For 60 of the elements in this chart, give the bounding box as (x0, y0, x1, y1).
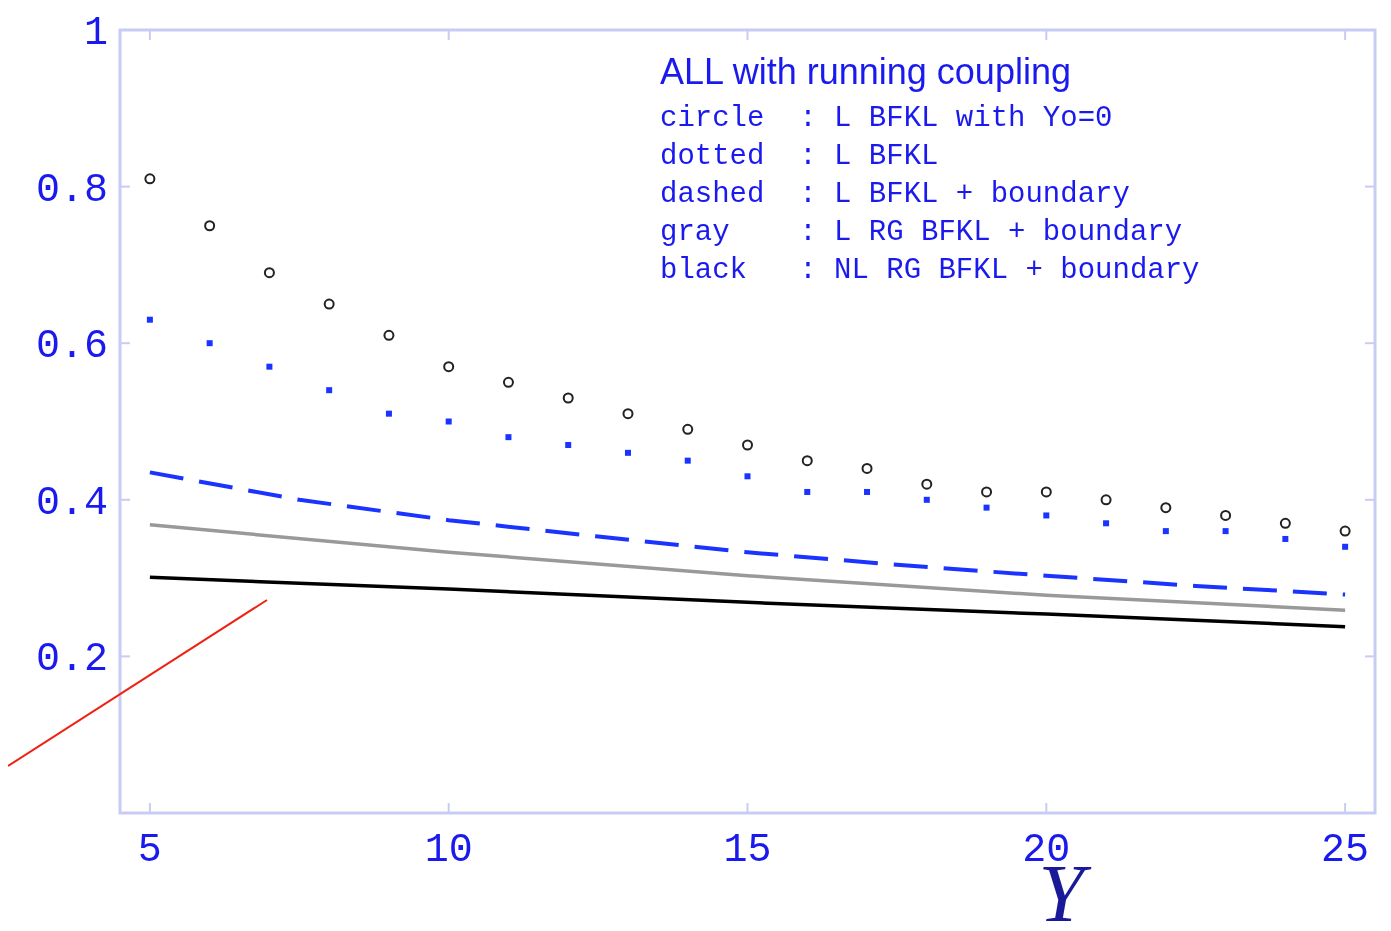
y-tick-label: 0.4 (35, 480, 108, 526)
point (443, 361, 455, 373)
point (562, 392, 574, 404)
point (981, 486, 993, 498)
point (323, 298, 335, 310)
point (804, 488, 811, 495)
x-tick-label: 10 (424, 828, 473, 873)
point (624, 449, 631, 456)
point (1282, 535, 1289, 542)
line-series (148, 523, 1347, 612)
point (622, 408, 634, 420)
point (923, 496, 930, 503)
point (263, 267, 275, 279)
point (1162, 528, 1169, 535)
x-tick-label: 5 (137, 828, 162, 873)
point (385, 410, 392, 417)
point (206, 340, 213, 347)
point (505, 434, 512, 441)
point (864, 488, 871, 495)
y-tick-label: 1 (83, 11, 108, 56)
point (146, 316, 153, 323)
y-tick-label: 0.6 (35, 324, 108, 370)
annotation: dashed : L BFKL + boundary (660, 178, 1130, 211)
point (445, 418, 452, 425)
point (144, 173, 156, 185)
point (684, 457, 691, 464)
point (1160, 502, 1172, 514)
point (744, 473, 751, 480)
point (204, 220, 216, 232)
line-series (147, 470, 1348, 597)
point (1342, 543, 1349, 550)
x-tick-label: 25 (1321, 828, 1370, 873)
point (801, 455, 813, 467)
point (326, 387, 333, 394)
y-tick-label: 0.8 (35, 167, 108, 213)
annotation: gray : L RG BFKL + boundary (660, 216, 1183, 249)
point (502, 376, 514, 388)
point (983, 504, 990, 511)
point (1103, 520, 1110, 527)
point (1220, 509, 1232, 521)
point (1040, 486, 1052, 498)
line-series (148, 575, 1347, 629)
annotation: dotted : L BFKL (660, 140, 939, 173)
x-tick-label: 15 (723, 828, 772, 873)
point (565, 441, 572, 448)
annotation: ALL with running coupling (660, 51, 1071, 92)
point (861, 462, 873, 474)
point (921, 478, 933, 490)
point (1339, 525, 1351, 537)
point (266, 363, 273, 370)
point (742, 439, 753, 451)
point (1043, 512, 1050, 519)
annotation: circle : L BFKL with Yo=0 (660, 102, 1113, 135)
point (383, 329, 395, 341)
point (682, 423, 694, 435)
y-tick-label: 0.2 (35, 637, 108, 683)
point (1100, 494, 1112, 506)
point (1279, 517, 1291, 529)
point (1222, 528, 1229, 535)
annotation: black : NL RG BFKL + boundary (660, 254, 1200, 287)
